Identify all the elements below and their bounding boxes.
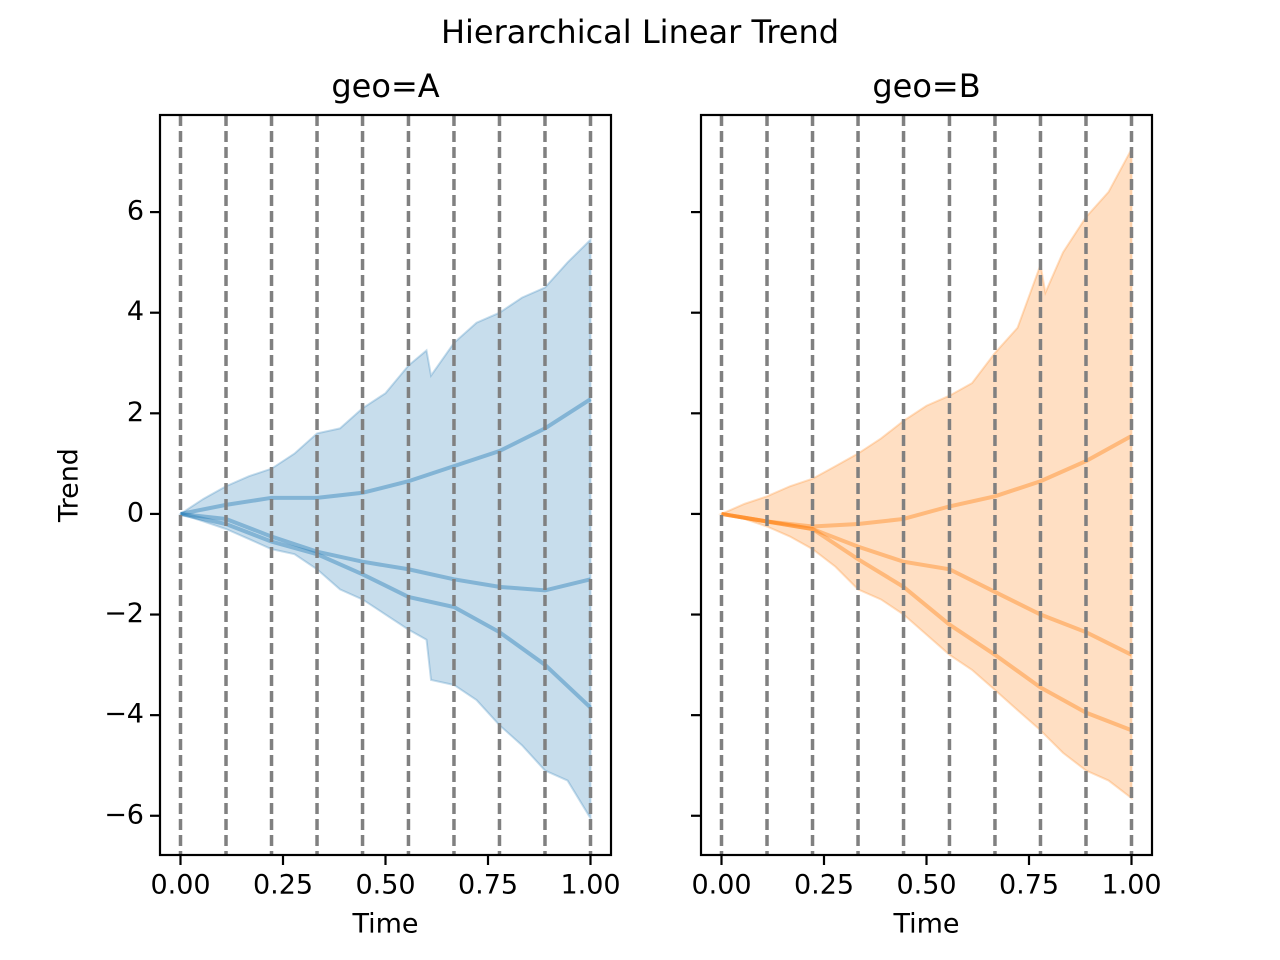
y-axis-label: Trend [54,448,85,523]
x-tick-label: 1.00 [560,870,620,901]
panel-title: geo=B [872,67,980,105]
x-tick-label: 0.00 [150,870,210,901]
y-tick-label: −2 [104,598,144,629]
figure-title: Hierarchical Linear Trend [441,13,839,51]
x-tick-label: 0.75 [999,870,1059,901]
y-tick-label: 2 [127,397,144,428]
x-tick-label: 0.75 [458,870,518,901]
y-tick-label: 6 [127,196,144,227]
x-tick-label: 0.25 [253,870,313,901]
panel-title: geo=A [331,67,439,105]
trend-line [180,397,592,516]
x-axis-label: Time [351,909,418,940]
trend-line [180,511,592,710]
x-tick-label: 1.00 [1101,870,1161,901]
x-tick-label: 0.50 [355,870,415,901]
y-tick-label: 0 [127,497,144,528]
interval-band [178,237,592,822]
x-tick-label: 0.50 [896,870,956,901]
trend-line [721,511,1133,657]
x-tick-label: 0.25 [794,870,854,901]
trend-line [180,511,591,593]
y-tick-label: −6 [104,799,144,830]
trend-line [721,511,1133,733]
y-tick-label: 4 [127,296,144,327]
interval-band [718,148,1133,801]
x-tick-label: 0.00 [691,870,751,901]
trend-line [721,434,1133,529]
x-axis-label: Time [892,909,959,940]
y-tick-label: −4 [104,699,144,730]
